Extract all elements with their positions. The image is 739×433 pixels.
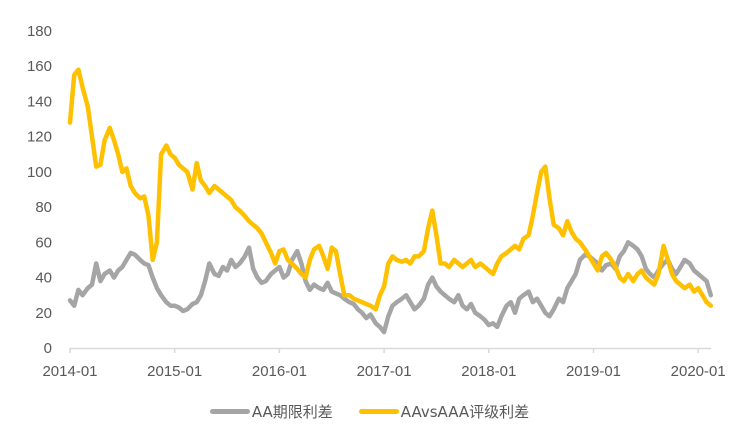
x-tick-label: 2014-01: [42, 363, 97, 380]
x-tick-label: 2019-01: [566, 363, 621, 380]
x-axis-labels: 2014-01 2015-01 2016-01 2017-01 2018-01 2019-…: [42, 363, 725, 380]
legend-swatch-gray: [209, 408, 250, 414]
x-tick-label: 2015-01: [147, 363, 202, 380]
y-tick-label: 60: [35, 234, 52, 251]
y-tick-label: 40: [35, 270, 52, 287]
legend-label: AA期限利差: [251, 402, 333, 421]
x-tick-label: 2020-01: [671, 363, 726, 380]
y-axis-labels: 0 20 40 60 80 100 120 140 160 180: [27, 23, 52, 357]
x-tick-label: 2018-01: [461, 363, 516, 380]
x-tick-label: 2016-01: [252, 363, 307, 380]
y-tick-label: 100: [27, 164, 52, 181]
chart-legend: AA期限利差 AAvsAAA评级利差: [0, 398, 739, 424]
x-axis-ticks: [69, 348, 699, 353]
series-aa-term-spread-line: [67, 240, 714, 335]
series-aa-vs-aaa-rating-spread-line: [67, 67, 714, 312]
y-tick-label: 20: [35, 305, 52, 322]
y-tick-label: 160: [27, 58, 52, 75]
legend-item-aa-term-spread: AA期限利差: [209, 401, 333, 422]
legend-label: AAvsAAA评级利差: [400, 402, 530, 421]
y-tick-label: 120: [27, 129, 52, 146]
legend-item-aa-vs-aaa-rating-spread: AAvsAAA评级利差: [358, 401, 530, 422]
y-tick-label: 0: [44, 340, 52, 357]
y-tick-label: 180: [27, 23, 52, 40]
x-tick-label: 2017-01: [357, 363, 412, 380]
y-tick-label: 80: [35, 199, 52, 216]
legend-swatch-gold: [358, 408, 399, 414]
series-lines: [67, 67, 714, 335]
y-tick-label: 140: [27, 93, 52, 110]
